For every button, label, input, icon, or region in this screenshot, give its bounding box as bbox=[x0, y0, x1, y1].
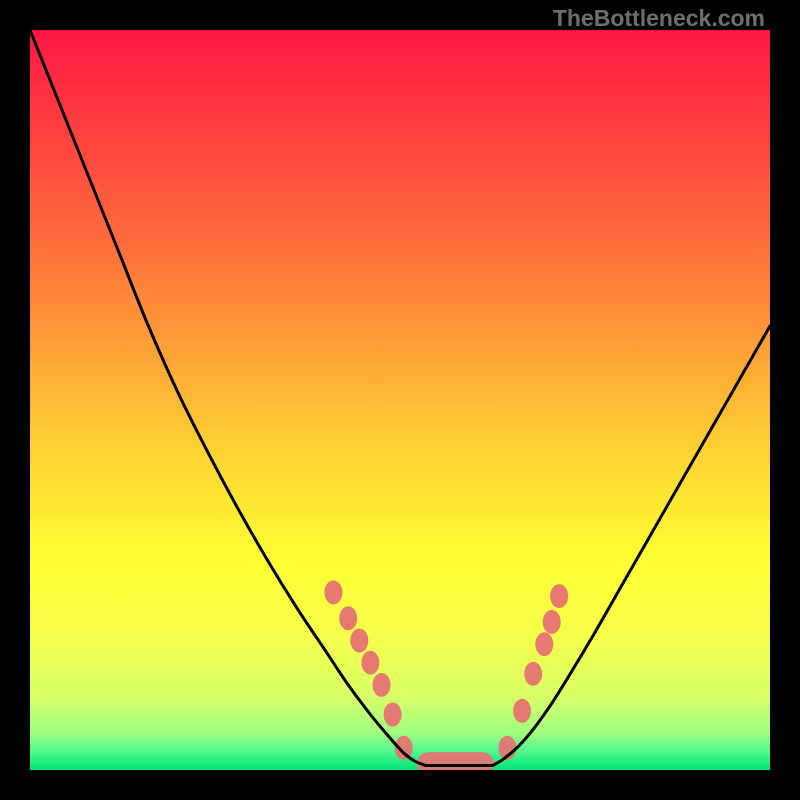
watermark-text: TheBottleneck.com bbox=[553, 5, 765, 32]
marker-point bbox=[324, 580, 342, 604]
marker-point bbox=[535, 632, 553, 656]
marker-point bbox=[543, 610, 561, 634]
marker-point bbox=[339, 606, 357, 630]
chart-container: TheBottleneck.com bbox=[0, 0, 800, 800]
marker-point bbox=[524, 662, 542, 686]
marker-point bbox=[373, 673, 391, 697]
marker-point bbox=[384, 703, 402, 727]
marker-point bbox=[550, 584, 568, 608]
marker-flat-cluster bbox=[417, 752, 494, 770]
marker-point bbox=[513, 699, 531, 723]
marker-point bbox=[350, 629, 368, 653]
marker-point bbox=[361, 651, 379, 675]
bottleneck-chart bbox=[30, 30, 770, 770]
bottleneck-curve bbox=[30, 30, 770, 766]
plot-area bbox=[30, 30, 770, 770]
